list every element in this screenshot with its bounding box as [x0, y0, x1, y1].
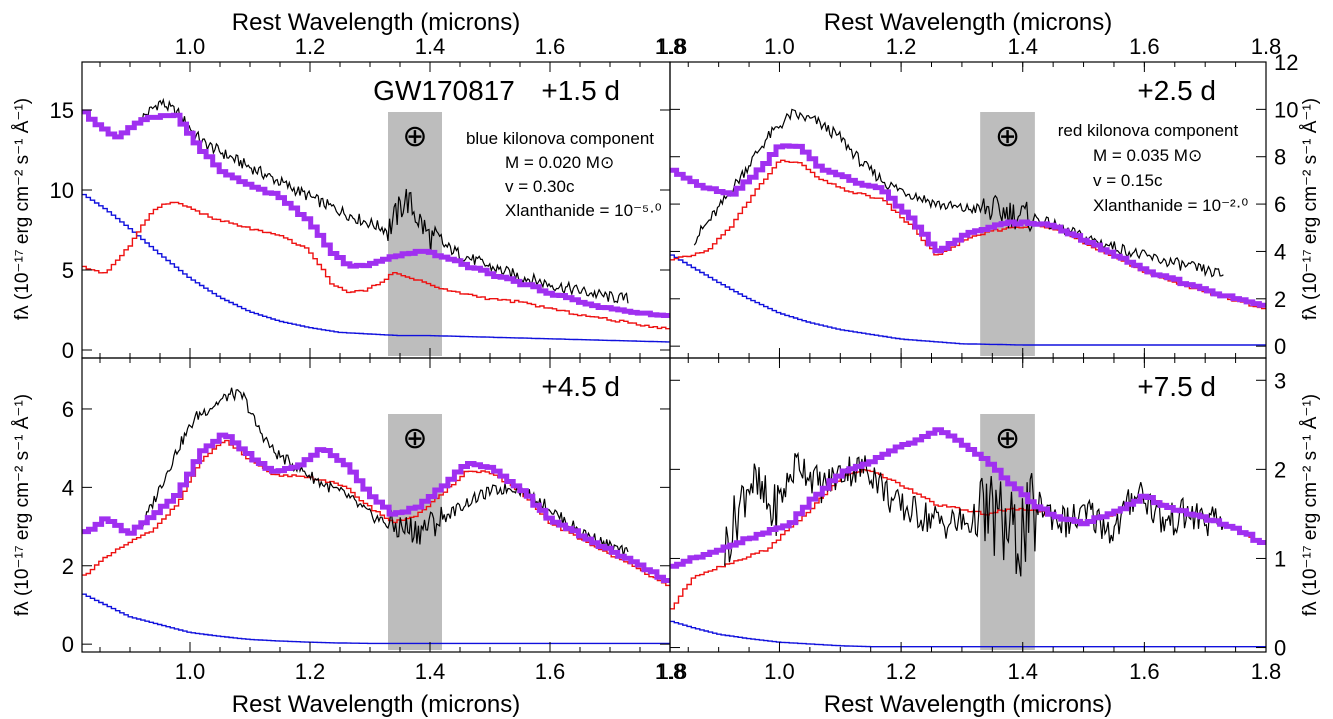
telluric-symbol: ⊕	[402, 120, 427, 153]
x-tick-label: 1.6	[535, 659, 566, 684]
red-component-legend: red kilonova component M = 0.035 M⊙ v = …	[1058, 121, 1249, 215]
blue-component-line	[670, 254, 1266, 346]
panel-top-right: ⊕ 1.0 1.2 1.4 1.6 1.8 1.8 0 2 4 6 8 10 12 +2.5 d	[657, 34, 1299, 359]
combined-model-line	[82, 432, 670, 583]
series-group	[670, 108, 1266, 346]
x-tick-label: 1.6	[1129, 659, 1160, 684]
red-legend-mass: M = 0.035 M⊙	[1093, 146, 1202, 165]
x-tick-label: 1.8	[1251, 659, 1282, 684]
telluric-band	[980, 112, 1035, 356]
telluric-symbol: ⊕	[402, 422, 427, 455]
y-axis-title-left-bottom: fλ (10⁻¹⁷ erg cm⁻² s⁻¹ Å⁻¹)	[12, 394, 33, 616]
red-legend-velocity: v = 0.15c	[1093, 171, 1163, 190]
y-tick-label: 0	[1274, 636, 1286, 661]
y-tick-label: 3	[1274, 368, 1286, 393]
bottom-axis-title-left: Rest Wavelength (microns)	[232, 691, 521, 718]
y-tick-label: 2	[62, 554, 74, 579]
x-tick-label: 1.8	[655, 659, 686, 684]
panel-top-left: ⊕ 1.0 1.2 1.4 1.6 1.8 0 5 10 15 GW170817 +1.5 d	[50, 34, 686, 363]
x-tick-label: 1.6	[535, 34, 566, 59]
y-axis-title-right-top: fλ (10⁻¹⁷ erg cm⁻² s⁻¹ Å⁻¹)	[1300, 98, 1321, 320]
x-tick-label: 1.4	[1007, 34, 1038, 59]
y-tick-label: 10	[50, 178, 74, 203]
top-axis-title-right: Rest Wavelength (microns)	[824, 9, 1113, 36]
blue-component-legend: blue kilonova component M = 0.020 M⊙ v =…	[466, 129, 662, 220]
y-axis-title-right-bottom: fλ (10⁻¹⁷ erg cm⁻² s⁻¹ Å⁻¹)	[1300, 394, 1321, 616]
epoch-label: +7.5 d	[1137, 371, 1216, 402]
y-tick-label: 12	[1274, 50, 1298, 75]
combined-model-line	[670, 143, 1266, 308]
blue-legend-mass: M = 0.020 M⊙	[505, 153, 614, 172]
x-tick-label: 1.2	[886, 34, 917, 59]
panel-bottom-left: ⊕ 1.0 1.2 1.4 1.6 1.8 0 2 4 6 +4.5 d	[62, 357, 686, 684]
panel-frame	[669, 357, 1267, 653]
x-tick-label: 1.2	[295, 659, 326, 684]
red-component-line	[670, 469, 1266, 610]
panel-frame	[81, 357, 671, 653]
top-axis-title-left: Rest Wavelength (microns)	[232, 9, 521, 36]
telluric-symbol: ⊕	[995, 120, 1020, 153]
x-tick-label: 1.4	[415, 659, 446, 684]
observed-line	[141, 387, 629, 557]
combined-model-line	[670, 427, 1266, 569]
epoch-label: +4.5 d	[541, 371, 620, 402]
series-group	[670, 427, 1266, 648]
blue-component-line	[82, 593, 670, 645]
epoch-label: +2.5 d	[1137, 75, 1216, 106]
red-legend-title: red kilonova component	[1058, 121, 1239, 140]
x-tick-label: 1.0	[764, 34, 795, 59]
observed-line	[693, 108, 1224, 278]
blue-component-line	[82, 193, 670, 343]
x-tick-label: 1.8	[657, 659, 688, 684]
x-tick-label: 1.4	[415, 34, 446, 59]
y-tick-label: 1	[1274, 546, 1286, 571]
y-tick-label: 2	[1274, 287, 1286, 312]
x-tick-label: 1.4	[1007, 659, 1038, 684]
y-tick-label: 10	[1274, 97, 1298, 122]
y-tick-label: 15	[50, 98, 74, 123]
blue-legend-lanthanide: Xlanthanide = 10⁻⁵·⁰	[505, 201, 662, 220]
y-tick-label: 4	[62, 475, 74, 500]
series-group	[82, 97, 670, 343]
y-tick-label: 2	[1274, 457, 1286, 482]
red-legend-lanthanide: Xlanthanide = 10⁻²·⁰	[1093, 196, 1248, 215]
y-tick-label: 5	[62, 258, 74, 283]
x-tick-label: 1.2	[886, 659, 917, 684]
y-tick-label: 0	[62, 338, 74, 363]
red-component-line	[82, 201, 670, 330]
y-axis-title-left-top: fλ (10⁻¹⁷ erg cm⁻² s⁻¹ Å⁻¹)	[12, 98, 33, 320]
x-tick-label: 1.0	[764, 659, 795, 684]
blue-legend-velocity: v = 0.30c	[505, 177, 575, 196]
series-group	[82, 387, 670, 645]
x-tick-label: 1.6	[1129, 34, 1160, 59]
y-tick-label: 4	[1274, 239, 1286, 264]
x-tick-label: 1.8	[657, 34, 688, 59]
bottom-axis-title-right: Rest Wavelength (microns)	[824, 691, 1113, 718]
y-tick-label: 8	[1274, 145, 1286, 170]
event-label: GW170817	[373, 75, 515, 106]
blue-component-line	[670, 620, 1266, 648]
x-tick-label: 1.8	[1251, 34, 1282, 59]
y-tick-label: 6	[1274, 192, 1286, 217]
y-tick-label: 6	[62, 397, 74, 422]
epoch-label: +1.5 d	[541, 75, 620, 106]
red-component-line	[82, 439, 670, 587]
observed-line	[724, 451, 1224, 577]
x-tick-label: 1.0	[175, 659, 206, 684]
observed-line	[141, 97, 629, 304]
x-tick-label: 1.2	[295, 34, 326, 59]
y-tick-label: 0	[1274, 334, 1286, 359]
telluric-symbol: ⊕	[995, 422, 1020, 455]
y-tick-label: 0	[62, 632, 74, 657]
x-tick-label: 1.8	[655, 34, 686, 59]
blue-legend-title: blue kilonova component	[466, 129, 654, 148]
x-tick-label: 1.0	[175, 34, 206, 59]
combined-model-line	[82, 109, 670, 318]
